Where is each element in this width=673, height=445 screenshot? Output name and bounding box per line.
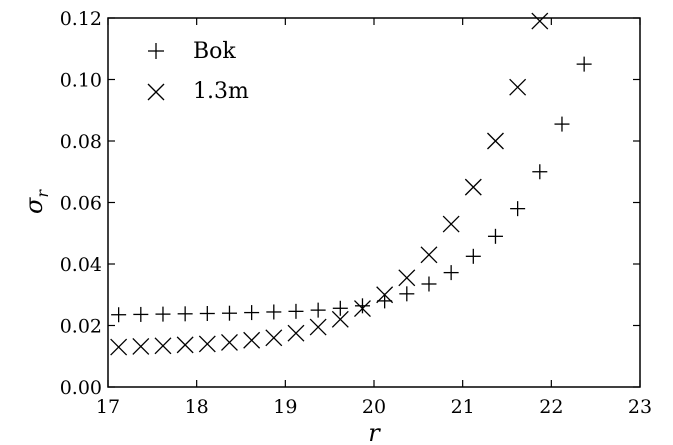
- x-tick-label: 18: [185, 396, 209, 418]
- data-point-x: [509, 78, 527, 96]
- data-point-x: [243, 331, 261, 349]
- data-point-plus: [377, 293, 393, 309]
- svg-text:σr: σr: [20, 189, 52, 214]
- data-point-plus: [288, 303, 304, 319]
- data-point-x: [110, 338, 128, 356]
- data-point-plus: [221, 305, 237, 321]
- y-axis-label-sub: r: [33, 189, 52, 198]
- y-tick-label: 0.02: [60, 316, 102, 338]
- data-point-plus: [155, 306, 171, 322]
- legend-label-1-3m: 1.3m: [193, 79, 249, 104]
- x-tick-label: 21: [451, 396, 475, 418]
- legend-label-bok: Bok: [193, 39, 236, 64]
- data-point-plus: [510, 201, 526, 217]
- data-point-plus: [554, 116, 570, 132]
- y-tick-label: 0.10: [60, 70, 102, 92]
- data-point-plus: [576, 56, 592, 72]
- tick-labels: 17 18 19 20 21 22 23 0.00 0.02 0.04 0.06 0.08 0.10 0.…: [60, 8, 652, 418]
- data-point-x: [487, 132, 504, 150]
- x-tick-label: 17: [96, 396, 120, 418]
- data-point-plus: [487, 228, 503, 244]
- data-point-plus: [354, 298, 370, 314]
- y-tick-label: 0.06: [60, 193, 102, 215]
- data-point-plus: [332, 300, 348, 316]
- data-point-x: [420, 246, 438, 264]
- x-tick-label: 20: [362, 396, 386, 418]
- data-point-plus: [465, 248, 481, 264]
- x-tick-label: 19: [273, 396, 297, 418]
- data-point-plus: [532, 164, 548, 180]
- legend-marker-plus: [148, 43, 164, 59]
- legend-plus-symbol: [148, 43, 164, 59]
- data-point-plus: [199, 306, 215, 322]
- data-point-x: [309, 318, 327, 336]
- data-point-x: [376, 286, 394, 304]
- axis-ticks: [107, 17, 641, 388]
- data-marks: [110, 12, 592, 356]
- y-axis-label: σr: [20, 189, 52, 214]
- data-point-x: [442, 215, 460, 233]
- data-point-x: [531, 12, 549, 30]
- data-point-plus: [177, 306, 193, 322]
- data-point-x: [287, 324, 305, 342]
- y-tick-label: 0.12: [60, 8, 102, 30]
- legend-marker-x: [147, 83, 165, 101]
- data-point-x: [354, 300, 371, 318]
- data-point-x: [464, 178, 482, 196]
- data-point-plus: [266, 304, 282, 320]
- legend: Bok 1.3m: [147, 39, 249, 104]
- data-point-plus: [133, 306, 149, 322]
- legend-x-symbol: [147, 83, 165, 101]
- data-point-plus: [244, 305, 260, 321]
- data-point-x: [221, 333, 238, 351]
- data-point-x: [398, 269, 416, 287]
- y-tick-label: 0.08: [60, 131, 102, 153]
- data-point-x: [265, 329, 283, 347]
- data-point-plus: [399, 286, 415, 302]
- data-point-plus: [421, 276, 437, 292]
- x-axis-label: r: [368, 419, 381, 445]
- data-point-x: [198, 335, 216, 353]
- data-point-plus: [111, 307, 127, 323]
- x-tick-label: 23: [628, 396, 652, 418]
- data-point-x: [132, 337, 150, 355]
- plot-frame: [107, 17, 641, 388]
- y-tick-label: 0.04: [60, 254, 102, 276]
- data-point-x: [154, 337, 172, 355]
- data-point-plus: [310, 302, 326, 318]
- data-point-plus: [443, 265, 459, 281]
- data-point-x: [331, 310, 349, 328]
- data-point-x: [176, 336, 194, 354]
- x-tick-label: 22: [539, 396, 563, 418]
- y-tick-label: 0.00: [60, 377, 102, 399]
- y-axis-label-main: σ: [20, 197, 48, 214]
